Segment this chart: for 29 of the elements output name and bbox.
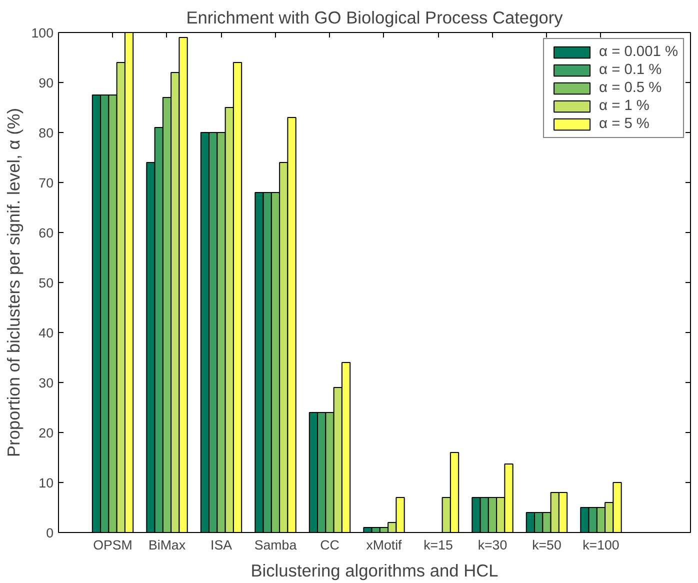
y-tick-label: 40: [38, 326, 54, 340]
y-tick-label: 80: [38, 126, 54, 140]
x-tick-label: Samba: [254, 538, 298, 552]
y-tick-label: 20: [38, 426, 54, 440]
y-tick-label: 100: [31, 26, 54, 40]
x-tick-label: BiMax: [148, 538, 186, 552]
y-tick-label: 30: [38, 376, 54, 390]
x-tick-label: k=30: [478, 538, 508, 552]
legend-label: α = 1 %: [599, 98, 650, 114]
x-tick-label: OPSM: [93, 538, 132, 552]
chart-title: Enrichment with GO Biological Process Category: [186, 8, 564, 28]
y-axis-title: Proportion of biclusters per signif. level, α (%): [3, 108, 24, 458]
x-tick-label: ISA: [210, 538, 232, 552]
x-tick-label: CC: [320, 538, 340, 552]
x-axis-title: Biclustering algorithms and HCL: [250, 560, 499, 580]
x-tick-label: xMotif: [366, 538, 402, 552]
legend-label: α = 0.001 %: [599, 44, 678, 60]
x-tick-label: k=15: [424, 538, 453, 552]
y-tick-label: 0: [46, 526, 54, 540]
legend-label: α = 5 %: [599, 116, 650, 132]
y-tick-label: 70: [38, 176, 54, 190]
x-tick-label: k=50: [532, 538, 562, 552]
x-tick-label: k=100: [582, 538, 620, 552]
y-tick-label: 60: [38, 226, 54, 240]
y-tick-label: 90: [38, 76, 54, 90]
y-tick-label: 50: [38, 276, 54, 290]
legend-label: α = 0.1 %: [599, 62, 662, 78]
y-tick-label: 10: [38, 476, 54, 490]
legend-label: α = 0.5 %: [599, 80, 662, 96]
